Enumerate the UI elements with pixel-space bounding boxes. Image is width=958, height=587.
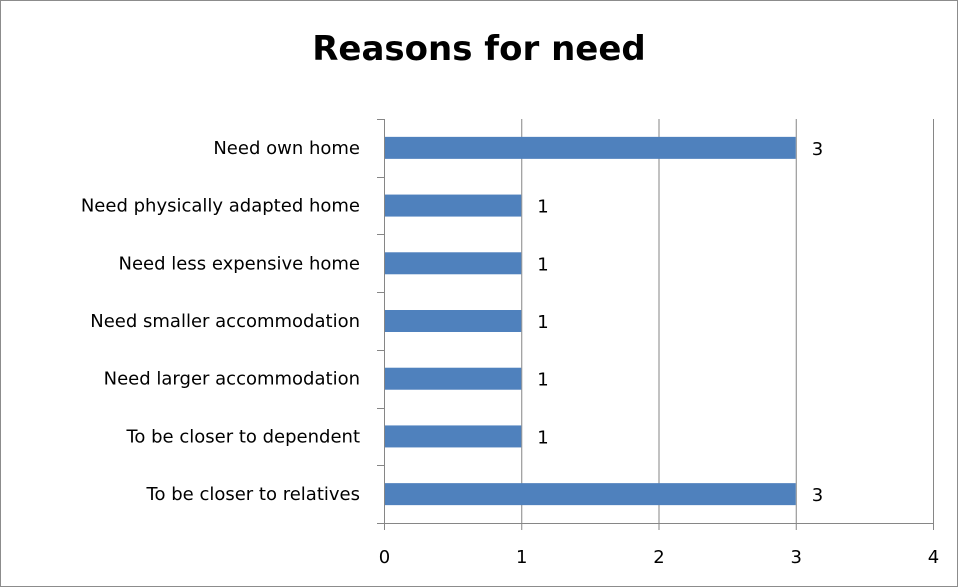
category-label: To be closer to dependent xyxy=(125,426,360,447)
category-label: Need physically adapted home xyxy=(81,196,360,217)
x-tick-label: 4 xyxy=(928,547,939,568)
category-label: Need larger accommodation xyxy=(104,369,360,390)
category-label: To be closer to relatives xyxy=(146,484,360,505)
data-label: 1 xyxy=(537,312,548,333)
bar xyxy=(385,425,522,448)
data-label: 1 xyxy=(537,370,548,391)
x-tick-label: 1 xyxy=(516,547,527,568)
category-label: Need smaller accommodation xyxy=(90,311,360,332)
bar xyxy=(385,194,522,217)
data-label: 1 xyxy=(537,427,548,448)
data-label: 3 xyxy=(812,139,823,160)
x-tick-label: 3 xyxy=(791,547,802,568)
bar xyxy=(385,136,796,159)
bar xyxy=(385,483,796,506)
bar xyxy=(385,252,522,275)
category-label: Need less expensive home xyxy=(119,253,361,274)
category-label: Need own home xyxy=(213,138,360,159)
x-tick-label: 2 xyxy=(653,547,664,568)
x-tick-label: 0 xyxy=(379,547,390,568)
bar xyxy=(385,367,522,390)
data-label: 1 xyxy=(537,197,548,218)
bar xyxy=(385,310,522,332)
chart-title: Reasons for need xyxy=(312,29,646,69)
data-label: 3 xyxy=(812,485,823,506)
data-label: 1 xyxy=(537,254,548,275)
